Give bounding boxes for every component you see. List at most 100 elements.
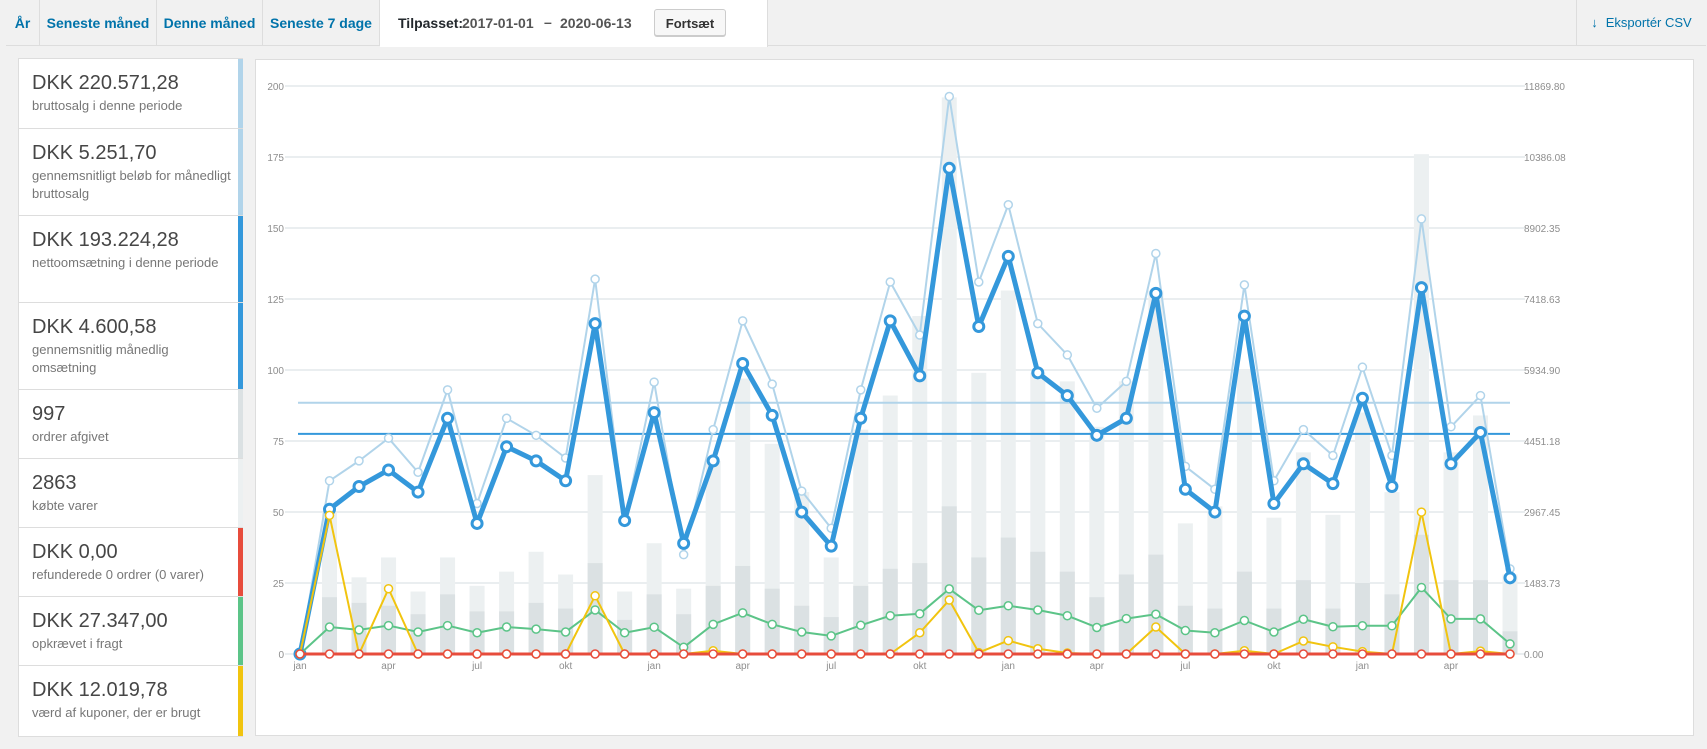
data-point: [531, 649, 541, 659]
legend-desc: købte varer: [32, 498, 98, 513]
tab-custom-range[interactable]: Tilpasset: 2017-01-01 – 2020-06-13 Forts…: [380, 0, 768, 47]
data-point: [560, 627, 571, 637]
y-left-tick-label: 75: [273, 437, 285, 448]
legend-item-avg-net-sales[interactable]: DKK 4.600,58 gennemsnitlig månedlig omsæt…: [19, 303, 243, 390]
continue-button[interactable]: Fortsæt: [654, 9, 726, 36]
legend-desc: refunderede 0 ordrer (0 varer): [32, 567, 204, 582]
chart-legend: DKK 220.571,28 bruttosalg i denne periode…: [18, 58, 243, 737]
data-point: [942, 161, 956, 175]
data-point: [1298, 636, 1309, 646]
data-point: [737, 649, 748, 659]
legend-color-bar: [238, 129, 243, 215]
legend-item-net-sales[interactable]: DKK 193.224,28 nettoomsætning i denne per…: [19, 216, 243, 303]
data-point: [1033, 318, 1043, 329]
export-csv-button[interactable]: ↓ Eksportér CSV: [1576, 0, 1706, 46]
data-point: [649, 622, 659, 632]
data-point: [885, 649, 895, 659]
y-left-tick-label: 200: [267, 82, 284, 93]
x-tick-label: okt: [913, 661, 927, 672]
data-point: [915, 649, 925, 659]
data-point: [1416, 214, 1427, 224]
data-point: [944, 91, 955, 102]
legend-amount: 2863: [32, 472, 77, 494]
data-point: [354, 625, 364, 635]
data-point: [413, 467, 423, 478]
legend-item-shipping[interactable]: DKK 27.347,00 opkrævet i fragt: [19, 597, 243, 666]
data-point: [1446, 649, 1456, 659]
y-right-tick-label: 11869.80: [1524, 82, 1565, 93]
bar: [1030, 551, 1046, 654]
legend-amount: DKK 193.224,28: [32, 229, 179, 251]
tab-this-month[interactable]: Denne måned: [157, 0, 263, 46]
export-csv-label: Eksportér CSV: [1605, 15, 1692, 30]
legend-amount: DKK 0,00: [32, 541, 118, 563]
data-point: [560, 649, 571, 659]
data-point: [1092, 622, 1102, 633]
data-point: [1062, 610, 1073, 621]
data-point: [501, 649, 512, 659]
legend-color-bar: [238, 390, 243, 458]
data-point: [472, 649, 482, 659]
bar: [1148, 554, 1164, 654]
data-point: [796, 649, 807, 659]
data-point: [677, 536, 691, 550]
data-point: [854, 411, 868, 425]
data-point: [1387, 649, 1397, 659]
date-from-input[interactable]: 2017-01-01: [462, 15, 534, 31]
y-left-tick-label: 150: [267, 224, 284, 235]
data-point: [324, 510, 335, 521]
date-to-input[interactable]: 2020-06-13: [560, 15, 632, 31]
data-point: [383, 583, 394, 594]
legend-color-bar: [238, 459, 243, 527]
tab-last-month[interactable]: Seneste måned: [40, 0, 157, 46]
y-left-tick-label: 50: [273, 508, 285, 519]
legend-item-refunds[interactable]: DKK 0,00 refunderede 0 ordrer (0 varer): [19, 528, 243, 597]
x-tick-label: apr: [381, 661, 396, 672]
legend-amount: DKK 12.019,78: [32, 679, 168, 701]
legend-amount: DKK 4.600,58: [32, 316, 157, 338]
data-point: [1328, 621, 1338, 632]
data-point: [767, 649, 777, 659]
data-point: [1239, 615, 1250, 626]
custom-range-label: Tilpasset:: [398, 15, 464, 31]
x-tick-label: jan: [1355, 661, 1369, 672]
bar: [1236, 571, 1252, 654]
legend-item-items[interactable]: 2863 købte varer: [19, 459, 243, 528]
legend-item-gross-sales[interactable]: DKK 220.571,28 bruttosalg i denne periode: [19, 59, 243, 129]
x-tick-label: apr: [1444, 661, 1459, 672]
legend-desc: gennemsnitlig månedlig omsætning: [32, 342, 169, 375]
date-separator: –: [544, 14, 552, 30]
data-point: [1416, 507, 1427, 517]
y-right-tick-label: 4451.18: [1524, 437, 1561, 448]
data-point: [1475, 614, 1486, 624]
data-point: [619, 649, 630, 659]
tab-last-7-days[interactable]: Seneste 7 dage: [263, 0, 380, 46]
data-point: [619, 628, 630, 638]
data-point: [855, 649, 866, 659]
legend-item-coupons[interactable]: DKK 12.019,78 værd af kuponer, der er bru…: [19, 666, 243, 736]
legend-desc: værd af kuponer, der er brugt: [32, 705, 201, 720]
legend-color-bar: [238, 303, 243, 389]
data-point: [413, 649, 423, 659]
data-point: [1180, 649, 1191, 659]
data-point: [1298, 424, 1309, 435]
data-point: [1151, 622, 1161, 632]
data-point: [944, 649, 955, 659]
legend-desc: gennemsnitligt beløb for månedligt brutt…: [32, 168, 231, 201]
legend-item-orders[interactable]: 997 ordrer afgivet: [19, 390, 243, 459]
data-point: [1446, 614, 1456, 624]
data-point: [1092, 649, 1102, 659]
y-right-tick-label: 10386.08: [1524, 153, 1566, 164]
data-point: [1001, 249, 1015, 263]
data-point: [324, 476, 335, 486]
tab-year[interactable]: År: [6, 0, 40, 46]
data-point: [1003, 649, 1014, 659]
data-point: [855, 620, 866, 631]
data-point: [324, 622, 335, 632]
data-point: [354, 456, 364, 466]
data-point: [470, 516, 484, 530]
data-point: [590, 649, 600, 659]
legend-item-avg-gross-sales[interactable]: DKK 5.251,70 gennemsnitligt beløb for mån…: [19, 129, 243, 216]
data-point: [974, 649, 984, 659]
data-point: [1475, 390, 1486, 401]
